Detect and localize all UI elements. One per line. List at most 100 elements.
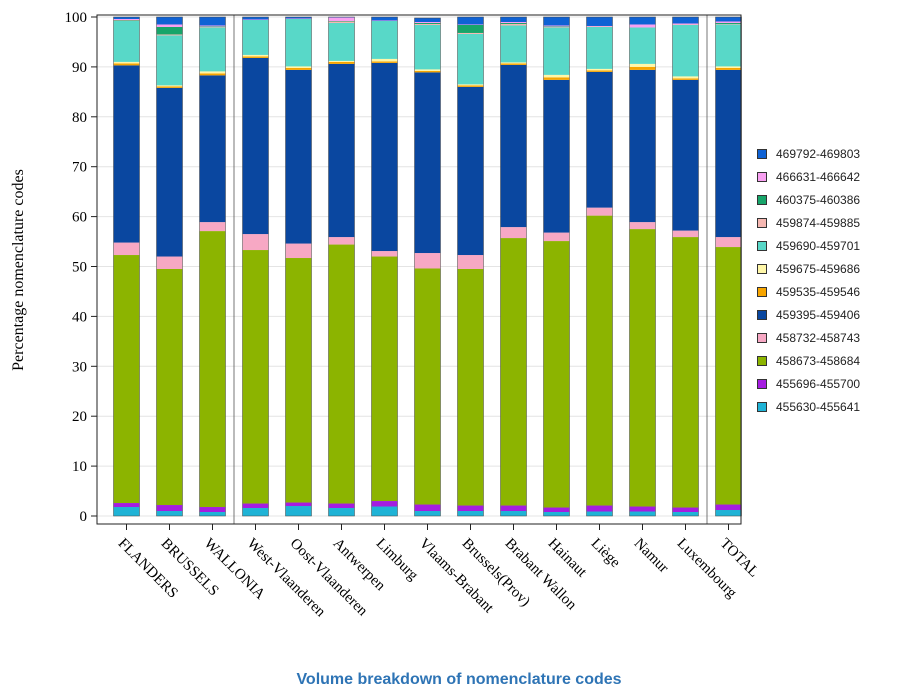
bar-segment xyxy=(586,207,613,216)
bar-segment xyxy=(242,54,269,57)
legend-swatch xyxy=(757,240,767,251)
legend-item: 455696-455700 xyxy=(757,372,860,395)
legend-label: 459535-459546 xyxy=(776,284,861,299)
bar-segment xyxy=(500,62,527,64)
legend-swatch xyxy=(757,148,767,159)
bar-segment xyxy=(457,86,484,256)
bar-segment xyxy=(672,23,699,25)
bar-segment xyxy=(156,87,183,257)
bar-segment xyxy=(113,255,140,504)
bar-segment xyxy=(113,242,140,256)
x-category-label: Liège xyxy=(588,536,624,572)
y-tick-label: 30 xyxy=(72,359,87,375)
bar-segment xyxy=(414,17,441,22)
bar-segment xyxy=(457,84,484,86)
bar-segment xyxy=(285,243,312,259)
bar-segment xyxy=(414,511,441,516)
legend-swatch xyxy=(757,332,767,343)
bar-segment xyxy=(113,63,140,66)
bar-segment xyxy=(586,17,613,26)
bar-segment xyxy=(500,238,527,506)
y-tick-label: 60 xyxy=(72,210,87,226)
bar-segment xyxy=(500,21,527,23)
legend-label: 459395-459406 xyxy=(776,307,861,322)
bar-segment xyxy=(543,512,570,516)
bar-segment xyxy=(629,222,656,230)
bar-segment xyxy=(156,268,183,506)
legend-swatch xyxy=(757,401,767,412)
bar-segment xyxy=(715,237,742,248)
bar-segment xyxy=(586,71,613,208)
legend-label: 460375-460386 xyxy=(776,192,861,207)
bar-segment xyxy=(156,35,183,86)
bar-segment xyxy=(672,512,699,516)
bar-segment xyxy=(371,58,398,62)
bar-segment xyxy=(629,66,656,70)
y-tick-label: 100 xyxy=(65,10,88,26)
bar-segment xyxy=(629,17,656,25)
bar-segment xyxy=(242,19,269,55)
bar-segment xyxy=(371,251,398,257)
bar-segment xyxy=(199,17,226,26)
bar-segment xyxy=(328,244,355,504)
bar-outline xyxy=(672,16,699,517)
legend-swatch xyxy=(757,217,767,228)
bar-segment xyxy=(285,502,312,507)
bar-segment xyxy=(500,22,527,24)
bar-segment xyxy=(328,508,355,516)
legend-item: 460375-460386 xyxy=(757,188,860,211)
bar-segment xyxy=(715,69,742,238)
bar-segment xyxy=(285,66,312,68)
bar-segment xyxy=(414,72,441,254)
bar-segment xyxy=(242,503,269,509)
bar-segment xyxy=(672,17,699,24)
bar-segment xyxy=(543,232,570,242)
bar-segment xyxy=(199,71,226,74)
bar-segment xyxy=(715,24,742,67)
bar-segment xyxy=(672,507,699,513)
bar-segment xyxy=(113,17,140,19)
bar-segment xyxy=(672,79,699,231)
bar-segment xyxy=(500,25,527,63)
legend-label: 455630-455641 xyxy=(776,399,861,414)
bar-segment xyxy=(414,70,441,73)
bar-segment xyxy=(500,17,527,22)
bar-segment xyxy=(543,17,570,26)
bar-segment xyxy=(199,27,226,72)
figure-caption: Volume breakdown of nomenclature codes xyxy=(296,671,622,688)
bar-outline xyxy=(328,16,355,517)
bar-segment xyxy=(457,505,484,512)
bar-segment xyxy=(715,247,742,505)
bar-segment xyxy=(328,60,355,62)
bar-segment xyxy=(715,21,742,23)
bar-segment xyxy=(672,24,699,77)
x-category-label: Namur xyxy=(631,536,672,577)
bar-segment xyxy=(156,256,183,269)
legend-label: 458673-458684 xyxy=(776,353,861,368)
bar-segment xyxy=(199,25,226,27)
bar-segment xyxy=(156,24,183,27)
bar-segment xyxy=(242,57,269,235)
bar-segment xyxy=(199,222,226,232)
bar-segment xyxy=(543,79,570,233)
legend-swatch xyxy=(757,355,767,366)
bar-segment xyxy=(672,78,699,80)
bar-segment xyxy=(586,215,613,506)
bar-outline xyxy=(156,16,183,517)
bar-segment xyxy=(672,76,699,79)
bar-segment xyxy=(414,21,441,23)
bar-segment xyxy=(328,237,355,245)
bar-segment xyxy=(629,63,656,67)
y-tick-label: 40 xyxy=(72,309,87,325)
legend-label: 469792-469803 xyxy=(776,146,861,161)
y-tick-label: 50 xyxy=(72,260,87,276)
bar-segment xyxy=(629,24,656,28)
bar-segment xyxy=(629,27,656,64)
bar-segment xyxy=(500,505,527,512)
bar-segment xyxy=(500,63,527,65)
bar-outline xyxy=(457,16,484,517)
legend-item: 459690-459701 xyxy=(757,234,860,257)
legend-item: 458732-458743 xyxy=(757,326,860,349)
bar-segment xyxy=(285,18,312,67)
bar-outline xyxy=(543,16,570,517)
